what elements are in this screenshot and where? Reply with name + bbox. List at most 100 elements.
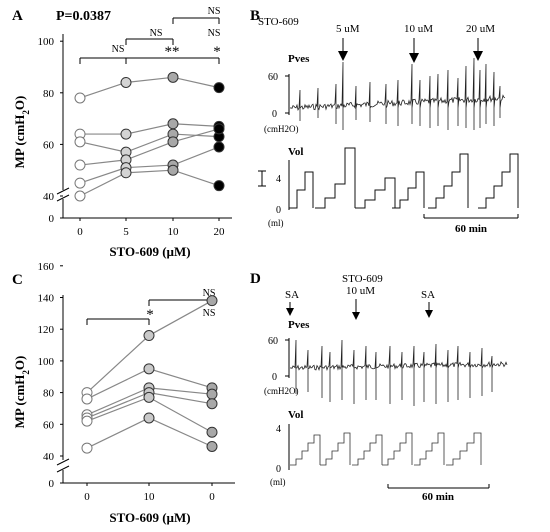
data-point [206,388,218,400]
y-tick-label: 120 [38,324,55,336]
panel-a-xlabel: STO-609 (µM) [109,244,190,259]
y-tick-label: 60 [43,419,55,431]
data-point [167,118,179,130]
panel-a-x-ticks: 0 5 10 20 [77,218,225,238]
y-tick-100: 100 [38,36,63,48]
series-1 [74,71,225,104]
panel-d-arrows [286,299,433,320]
y-tick-140: 140 [38,293,63,305]
series-line [79,146,220,184]
x-tick-2: 10 [168,218,180,238]
significance-label: NS [112,44,125,55]
data-point [81,442,93,454]
significance-label: * [146,307,154,323]
panel-a-pvalue: P=0.0387 [56,9,111,24]
panel-d-pves-label: Pves [288,319,310,331]
panel-b: B STO-609 5 uM 10 uM 20 uM Pves 60 0 (cm… [250,8,519,235]
y-tick-120: 120 [38,324,63,336]
panel-d-scalebar-label: 60 min [422,491,454,503]
data-point [143,391,155,403]
y-tick-label: 160 [38,261,55,273]
significance-label: NS [203,308,216,319]
panel-b-pves-unit: (cmH2O) [264,124,299,134]
panel-d-vol-unit: (ml) [270,477,286,487]
data-point [206,440,218,452]
panel-a-series [74,71,225,202]
y-tick-label: 140 [38,293,55,305]
significance-bracket: ** [165,44,180,60]
y-tick-label: 80 [43,88,55,100]
y-tick-60: 60 [43,419,63,431]
significance-bracket: NS [203,308,216,319]
panel-b-dose-3: 20 uM [466,23,495,35]
panel-b-pves-tick-60: 60 [268,72,278,83]
y-tick-100: 100 [38,356,63,368]
panel-b-vol-tick-0: 0 [276,205,281,216]
y-tick-label: 0 [49,213,55,225]
data-point [206,426,218,438]
panel-c-ylabel: MP (cmH2O) [12,356,31,429]
panel-d-marker-sto: STO-609 [342,273,383,285]
y-tick-label: 40 [43,191,55,203]
panel-b-volume-trace [289,147,519,209]
panel-c-axis-break [56,458,70,466]
y-tick-60: 60 [43,139,63,151]
y-tick-label: 0 [49,478,55,490]
y-tick-160: 160 [38,261,63,273]
y-tick-80: 80 [43,88,63,100]
panel-a-axis-break [56,187,70,195]
panel-d-pves-tick-0: 0 [272,372,277,383]
panel-b-title: STO-609 [258,16,299,28]
data-point [120,167,132,179]
panel-d-volume-trace [290,432,482,466]
data-point [143,330,155,342]
series-line [79,169,220,197]
data-point [167,136,179,148]
panel-b-bracket [258,170,266,187]
significance-label: NS [208,28,221,39]
y-tick-label: 100 [38,36,55,48]
significance-bracket: NS [172,6,220,24]
data-point [74,136,86,148]
y-tick-label: 80 [43,388,55,400]
y-tick-label: 100 [38,356,55,368]
data-point [74,92,86,104]
panel-c-y-ticks: 0 40 60 80 100 120 140 160 [38,261,63,490]
x-tick-label: 20 [214,226,226,238]
x-tick-1: 5 [123,218,129,238]
panel-c-xlabel: STO-609 (µM) [109,510,190,525]
series-6 [74,164,225,202]
data-point [74,190,86,202]
panel-b-dose-2: 10 uM [404,23,433,35]
x-tick-1: 10 [144,483,156,503]
data-point [167,71,179,83]
data-point [81,393,93,405]
panel-a-y-ticks: 0 40 60 80 100 [38,36,63,225]
panel-b-vol-label: Vol [288,146,304,158]
significance-bracket: NS [125,28,174,45]
x-tick-2: 0 [209,483,215,503]
panel-d-marker-sa2: SA [421,289,435,301]
panel-b-letter: B [250,8,260,24]
panel-a-ylabel: MP (cmH2O) [12,96,31,169]
series-5 [74,141,225,189]
panel-b-vol-tick-4: 4 [276,174,281,185]
significance-bracket: * [86,307,154,325]
data-point [167,164,179,176]
panel-d-vol-label: Vol [288,409,304,421]
significance-bracket: NS [148,288,215,306]
data-point [143,412,155,424]
y-tick-0: 0 [49,213,63,225]
panel-d-pressure-trace [289,339,508,406]
x-tick-label: 10 [168,226,180,238]
data-point [120,76,132,88]
data-point [213,123,225,135]
significance-bracket: NS [208,28,221,39]
panel-b-arrows [338,38,483,63]
x-tick-label: 10 [144,491,156,503]
data-point [206,398,218,410]
panel-d-marker-sa1: SA [285,289,299,301]
panel-d-pves-tick-60: 60 [268,336,278,347]
panel-c-significance: * NS NS [86,288,216,325]
